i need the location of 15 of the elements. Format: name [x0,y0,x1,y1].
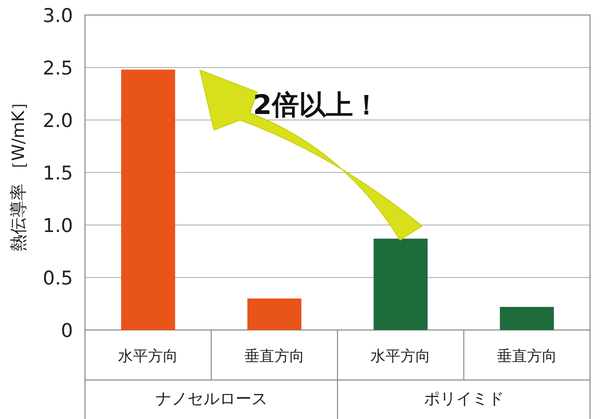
text: ナノセルロース [155,389,268,408]
x-tick-label: 垂直方向 [244,347,304,365]
annotation: 2倍以上！ [253,90,380,121]
y-tick-label: 3.0 [42,5,73,27]
x-tick-label: 水平方向 [370,347,431,365]
y-tick-label: 0.5 [42,268,73,290]
y-axis-title: 熱伝導率 ［W/mK］ [9,94,29,252]
y-tick-label: 2.0 [42,110,73,132]
y-tick-label: 0 [60,320,73,342]
x-tick-label: 水平方向 [118,347,178,365]
x-tick-label: 垂直方向 [496,347,557,365]
y-tick-label: 1.5 [42,162,73,184]
text: ポリイミド [424,389,504,408]
y-tick-label: 1.0 [42,215,73,237]
y-tick-label: 2.5 [42,58,73,80]
